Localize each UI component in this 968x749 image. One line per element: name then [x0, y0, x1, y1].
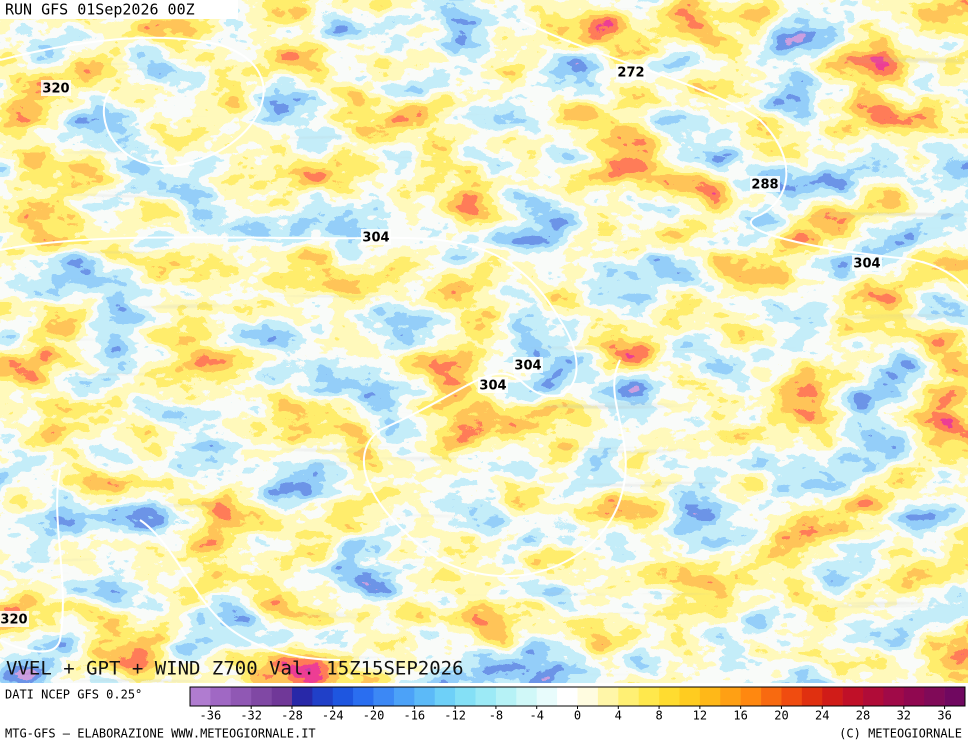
colorbar-cell [679, 687, 701, 706]
colorbar-cell [414, 687, 436, 706]
colorbar-cell [638, 687, 660, 706]
colorbar-tick-label: 32 [897, 709, 911, 723]
colorbar-cell [251, 687, 272, 706]
footer-right: (C) METEOGIORNALE [839, 727, 962, 741]
colorbar-tick-label: 4 [615, 709, 622, 723]
colorbar-cell [761, 687, 782, 706]
colorbar-cell [393, 687, 415, 706]
contour-labels: 320 272 288 304 304 304 304 320 [0, 64, 882, 628]
contour [0, 469, 64, 653]
colorbar-cell [903, 687, 925, 706]
colorbar-cell [597, 687, 619, 706]
colorbar-tick-label: -16 [403, 709, 425, 723]
colorbar-cell [190, 687, 211, 706]
contour-label: 288 [751, 178, 778, 193]
colorbar-cell [720, 687, 741, 706]
footer-left: MTG-GFS — ELABORAZIONE WWW.METEOGIORNALE… [5, 727, 316, 741]
colorbar-cell [863, 687, 884, 706]
colorbar-cell [842, 687, 864, 706]
colorbar-cell [944, 687, 966, 706]
colorbar-tick-label: -8 [489, 709, 503, 723]
contour-label: 320 [0, 613, 27, 628]
colorbar-cell [740, 687, 762, 706]
colorbar-tick-label: 20 [774, 709, 788, 723]
colorbar-cell [434, 687, 456, 706]
contour-label: 304 [853, 257, 880, 272]
colorbar-cell [373, 687, 395, 706]
contour-label-bg [616, 64, 646, 80]
geopotential-contours [0, 19, 968, 661]
map-title: VVEL + GPT + WIND Z700 Val. 15Z15SEP2026 [6, 658, 464, 680]
contour-label-bg [750, 176, 780, 192]
wind-streamlines [0, 0, 968, 683]
colorbar-cell [924, 687, 945, 706]
run-box [0, 0, 238, 19]
contour-label: 304 [514, 359, 541, 374]
map-area: 320 272 288 304 304 304 304 320 RUN GFS 01Sep20… [0, 0, 968, 683]
colorbar-cell [883, 687, 905, 706]
colorbar-cell [210, 687, 232, 706]
colorbar-tick-label: 28 [856, 709, 870, 723]
colorbar-tick-label: 24 [815, 709, 829, 723]
contour [139, 519, 341, 661]
colorbar-cell [822, 687, 843, 706]
contour [519, 19, 968, 291]
colorbar-tick-label: -28 [281, 709, 303, 723]
colorbar-cell [536, 687, 558, 706]
colorbar-tick-label: -24 [322, 709, 344, 723]
colorbar-tick-label: -12 [444, 709, 466, 723]
colorbar-cell [271, 687, 293, 706]
contour-label-bg [41, 80, 71, 96]
colorbar-cell [781, 687, 803, 706]
colorbar-tick-label: -32 [240, 709, 262, 723]
colorbar-cell [455, 687, 476, 706]
colorbar-tick-label: -36 [200, 709, 222, 723]
contour-label-bg [513, 357, 543, 373]
colorbar-tick-label: -4 [529, 709, 543, 723]
contour [0, 236, 627, 577]
colorbar-cell [353, 687, 374, 706]
colorbar-cell [557, 687, 578, 706]
contour-label: 304 [362, 231, 389, 246]
colorbar-cell [618, 687, 639, 706]
colorbar-cell [659, 687, 680, 706]
colorbar-cell [312, 687, 334, 706]
colorbar-tick-label: 36 [937, 709, 951, 723]
colorbar-cell [230, 687, 252, 706]
colorbar-cell [291, 687, 313, 706]
contour-label-bg [361, 229, 391, 245]
contour-label-bg [852, 255, 882, 271]
contour [0, 36, 265, 168]
colorbar-tick-label: 16 [733, 709, 747, 723]
colorbar-cell [577, 687, 599, 706]
colorbar-tick-label: 8 [655, 709, 662, 723]
colorbar-cell [495, 687, 517, 706]
contour-label: 272 [617, 66, 644, 81]
colorbar-cell [475, 687, 497, 706]
contour-label: 304 [479, 379, 506, 394]
contour-label: 320 [42, 82, 69, 97]
colorbar-tick-label: 12 [693, 709, 707, 723]
colorbar: -36 -32 -28 -24 -20 -16 -12 -8 -4 0 4 8 12 16 20 24 28 32… [189, 686, 966, 723]
colorbar-cell [332, 687, 354, 706]
colorbar-cell [699, 687, 721, 706]
run-label: RUN GFS 01Sep2026 00Z [5, 1, 195, 19]
colorbar-cell [516, 687, 538, 706]
colorbar-tick-label: 0 [574, 709, 581, 723]
contour-label-bg [478, 377, 508, 393]
data-source: DATI NCEP GFS 0.25° [5, 688, 142, 702]
colorbar-cell [801, 687, 823, 706]
colorbar-tick-label: -20 [363, 709, 385, 723]
contour-label-bg [0, 611, 29, 627]
